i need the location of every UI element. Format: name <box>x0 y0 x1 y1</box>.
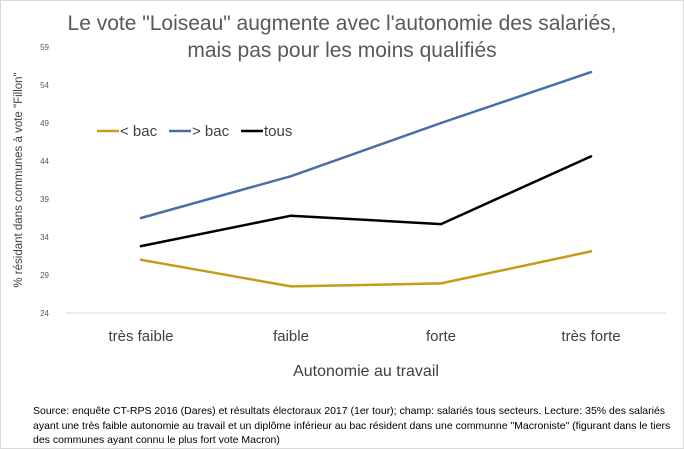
y-tick-label: 24 <box>40 309 49 318</box>
series-line-0 <box>139 250 593 288</box>
y-tick-label: 49 <box>40 119 49 128</box>
legend-label-0: < bac <box>120 123 158 140</box>
chart-title-line-2: mais pas pour les moins qualifiés <box>187 39 497 62</box>
x-tick-label: très forte <box>561 328 620 345</box>
data-point-1 <box>589 70 593 74</box>
legend-label-2: tous <box>264 123 292 140</box>
data-point-1 <box>289 175 293 178</box>
series-line-2 <box>139 155 593 248</box>
line-chart: 24 29 34 39 44 49 54 59 très faible faible forte tr… <box>13 43 666 380</box>
data-point-2 <box>589 155 593 158</box>
legend-label-1: > bac <box>192 123 230 140</box>
x-tick-label: faible <box>273 328 309 345</box>
data-point-0 <box>589 250 593 253</box>
chart-title-line-1: Le vote "Loiseau" augmente avec l'autono… <box>67 12 617 35</box>
y-tick-label: 59 <box>40 43 49 52</box>
data-point-0 <box>289 285 293 288</box>
data-point-2 <box>439 222 443 226</box>
x-tick-label: très faible <box>108 328 173 345</box>
y-tick-label: 29 <box>40 271 49 280</box>
data-point-0 <box>139 258 143 261</box>
y-tick-label: 44 <box>40 157 49 166</box>
series-line-1 <box>139 70 593 220</box>
x-tick-label: forte <box>426 328 456 345</box>
y-tick-label: 39 <box>40 195 49 204</box>
x-axis-title: Autonomie au travail <box>293 363 439 380</box>
y-tick-label: 54 <box>40 81 49 90</box>
y-axis-title: % résidant dans communes à vote "Fillon" <box>13 72 25 287</box>
data-point-1 <box>439 121 443 125</box>
y-tick-label: 34 <box>40 233 49 242</box>
data-point-2 <box>289 214 293 217</box>
data-point-1 <box>139 216 143 220</box>
data-point-2 <box>139 244 143 248</box>
source-note: Source: enquête CT-RPS 2016 (Dares) et r… <box>33 405 671 446</box>
data-point-0 <box>439 282 443 285</box>
